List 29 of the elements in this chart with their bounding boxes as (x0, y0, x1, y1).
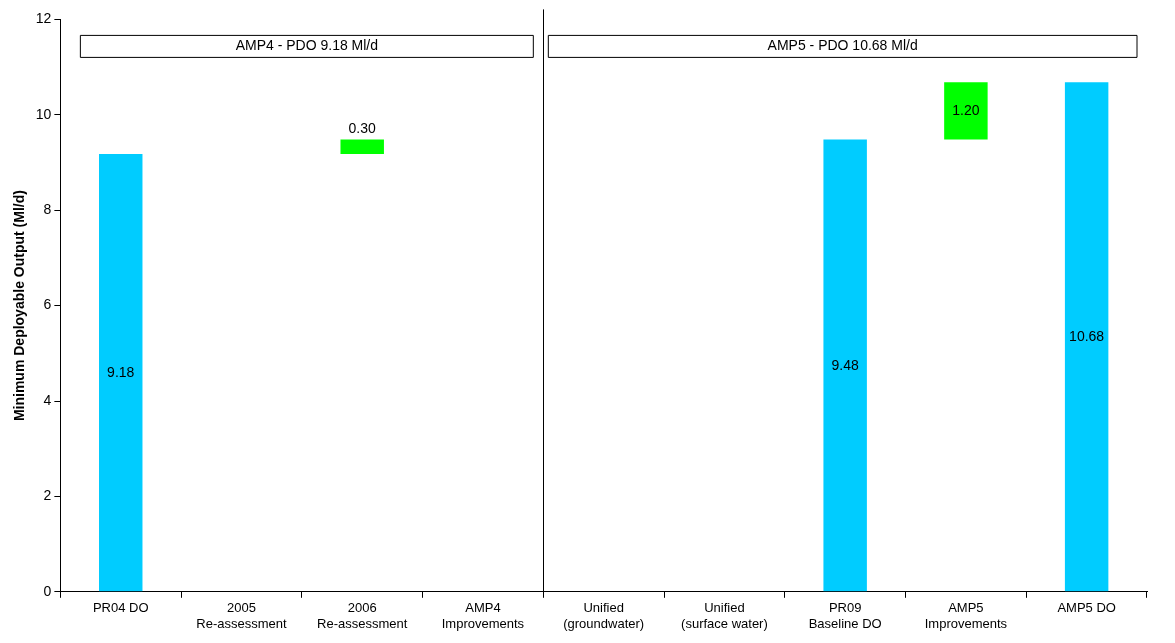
x-tick-label: AMP5 DO (1057, 600, 1116, 616)
bar (340, 139, 384, 154)
data-label: 10.68 (1069, 327, 1105, 344)
x-tick-label: AMP4 Improvements (441, 600, 525, 631)
annotation: AMP5 - PDO 10.68 Ml/d (767, 37, 918, 54)
bar (944, 82, 988, 140)
y-tick-label: 10 (35, 105, 52, 122)
data-label: 9.48 (831, 356, 859, 373)
x-tick-label: Unified (groundwater) (563, 600, 645, 631)
y-tick-label: 0 (43, 582, 52, 599)
data-label: 9.18 (107, 363, 135, 380)
bar (1064, 82, 1109, 592)
data-label: 1.20 (952, 101, 980, 118)
y-tick-label: 6 (43, 296, 52, 313)
x-tick-label: Unified (surface water) (681, 600, 768, 631)
bar (823, 139, 867, 592)
y-tick-label: 4 (43, 391, 52, 408)
x-tick-label: 2006 Re-assessment (317, 600, 408, 631)
y-tick-label: 8 (43, 201, 52, 218)
x-tick-label: PR09 Baseline DO (808, 600, 882, 631)
x-tick-label: AMP5 Improvements (924, 600, 1008, 631)
annotation: AMP4 - PDO 9.18 Ml/d (235, 37, 379, 54)
bar (99, 153, 143, 592)
y-tick-label: 12 (35, 10, 52, 27)
y-tick-label: 2 (43, 487, 52, 504)
x-tick-label: 2005 Re-assessment (196, 600, 288, 631)
y-axis-title: Minimum Deployable Output (Ml/d) (11, 190, 28, 422)
x-tick-label: PR04 DO (92, 600, 149, 616)
data-label: 0.30 (348, 120, 377, 137)
